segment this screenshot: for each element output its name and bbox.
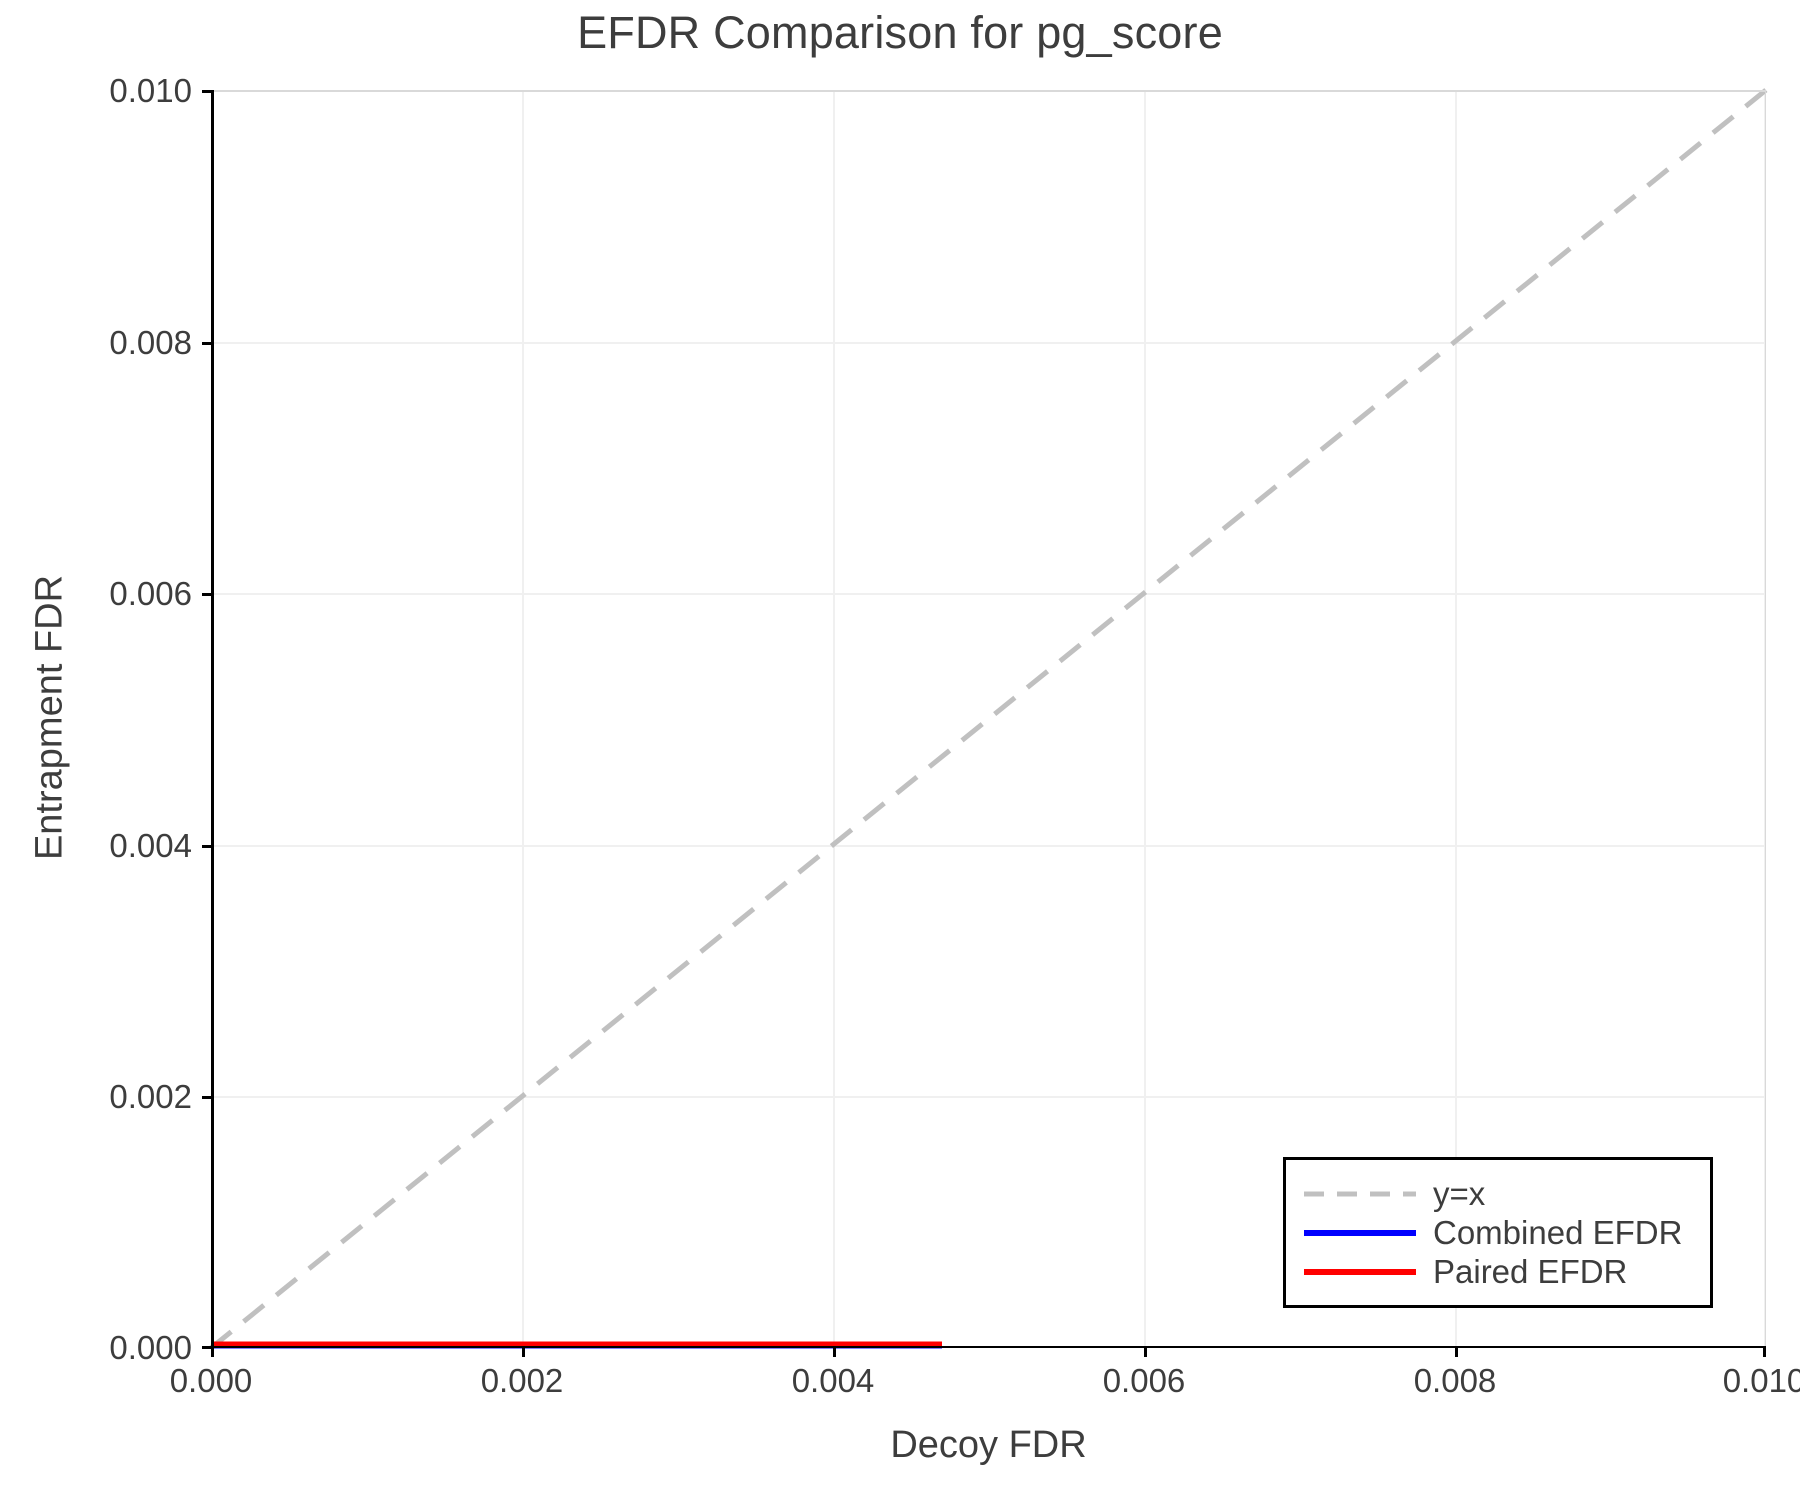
y-tick-label: 0.008 (109, 324, 192, 361)
y-tick-label: 0.000 (109, 1329, 192, 1366)
chart-legend: y=x Combined EFDR Paired EFDR (1283, 1157, 1713, 1308)
y-tick-label: 0.002 (109, 1078, 192, 1115)
legend-item-combined-efdr[interactable]: Combined EFDR (1286, 1213, 1710, 1252)
gridline-vertical (833, 90, 835, 1348)
gridline-horizontal (211, 1096, 1766, 1098)
gridline-horizontal (211, 593, 1766, 595)
legend-swatch-blue-line-icon (1304, 1223, 1416, 1243)
y-tick-mark (202, 1096, 211, 1099)
x-tick-mark (211, 1348, 214, 1357)
legend-swatch-dashed-icon (1304, 1184, 1416, 1204)
gridline-vertical (1144, 90, 1146, 1348)
plot-area (202, 88, 1768, 1357)
axis-spine-left (211, 90, 214, 1348)
legend-item-paired-efdr[interactable]: Paired EFDR (1286, 1252, 1710, 1291)
gridline-vertical (522, 90, 524, 1348)
y-tick-label: 0.006 (109, 575, 192, 612)
y-tick-label: 0.004 (109, 827, 192, 864)
gridline-horizontal (211, 845, 1766, 847)
legend-label: y=x (1433, 1175, 1486, 1212)
axis-spine-bottom (211, 1345, 1766, 1348)
y-tick-mark (202, 90, 211, 93)
legend-label: Combined EFDR (1433, 1214, 1683, 1251)
x-tick-label: 0.006 (1102, 1362, 1186, 1399)
x-tick-mark (1144, 1348, 1147, 1357)
legend-swatch-red-line-icon (1304, 1262, 1416, 1282)
x-tick-label: 0.002 (480, 1362, 564, 1399)
axis-spine-right (1764, 90, 1766, 1348)
y-tick-mark (202, 1346, 211, 1349)
x-axis-title: Decoy FDR (890, 1424, 1087, 1466)
y-tick-mark (202, 593, 211, 596)
x-tick-label: 0.008 (1413, 1362, 1497, 1399)
chart-title: EFDR Comparison for pg_score (577, 7, 1223, 58)
x-tick-label: 0.000 (169, 1362, 253, 1399)
legend-label: Paired EFDR (1433, 1253, 1628, 1290)
x-tick-mark (833, 1348, 836, 1357)
x-tick-label: 0.010 (1722, 1362, 1800, 1399)
x-tick-mark (1763, 1348, 1766, 1357)
y-tick-mark (202, 342, 211, 345)
gridline-vertical (1455, 90, 1457, 1348)
legend-item-y-equals-x[interactable]: y=x (1286, 1174, 1710, 1213)
x-tick-mark (1455, 1348, 1458, 1357)
y-tick-mark (202, 845, 211, 848)
y-tick-label: 0.010 (109, 72, 192, 109)
y-axis-title: Entrapment FDR (28, 574, 71, 861)
x-tick-mark (522, 1348, 525, 1357)
axis-spine-top (211, 90, 1766, 92)
gridline-horizontal (211, 342, 1766, 344)
x-tick-label: 0.004 (791, 1362, 875, 1399)
